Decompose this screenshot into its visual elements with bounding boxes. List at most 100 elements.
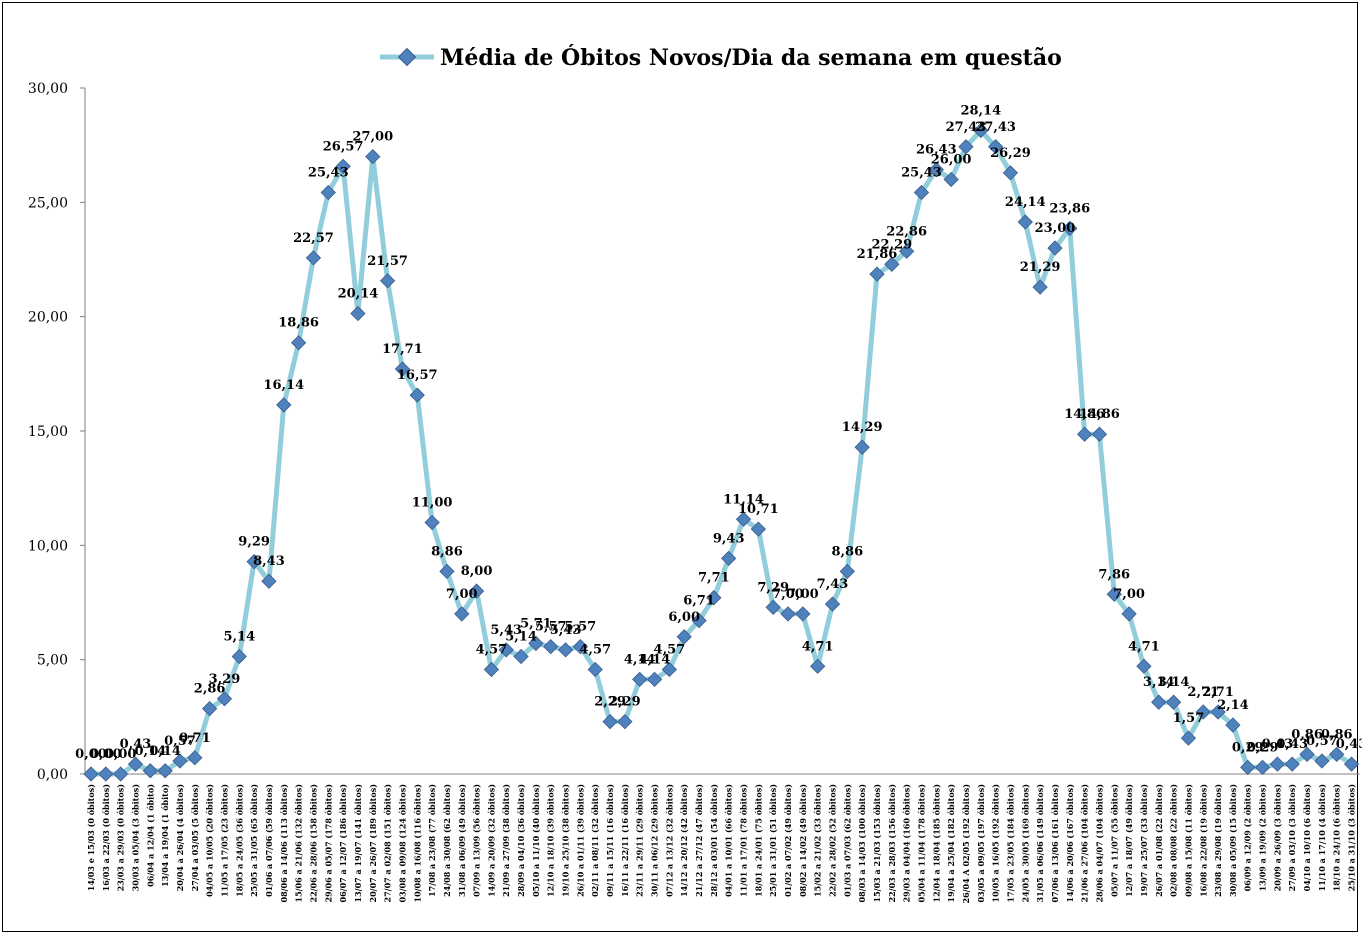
data-label: 28,14 bbox=[960, 104, 1001, 119]
data-point-marker bbox=[468, 583, 485, 599]
data-label: 4,57 bbox=[476, 642, 508, 657]
data-label: 0,29 bbox=[1247, 740, 1279, 755]
data-label: 2,86 bbox=[194, 682, 226, 697]
x-tick-label: 10/08 a 16/08 (116 óbitos) bbox=[412, 784, 422, 903]
data-point-marker bbox=[1062, 220, 1078, 237]
data-label: 8,86 bbox=[431, 544, 463, 559]
data-label: 22,86 bbox=[886, 224, 927, 239]
data-label: 3,29 bbox=[209, 672, 241, 687]
y-tick-label: 20,00 bbox=[28, 310, 68, 326]
data-point-marker bbox=[1343, 756, 1360, 772]
data-label: 7,86 bbox=[1098, 567, 1130, 582]
data-label: 4,57 bbox=[654, 642, 686, 657]
data-label: 0,86 bbox=[1321, 727, 1353, 742]
x-tick-label: 20/09 a 26/09 (3 óbitos) bbox=[1272, 784, 1282, 892]
data-point-marker bbox=[276, 397, 292, 413]
data-label: 2,71 bbox=[1187, 685, 1219, 700]
data-point-marker bbox=[1225, 717, 1241, 733]
data-label: 2,29 bbox=[609, 695, 641, 710]
data-point-marker bbox=[632, 671, 648, 687]
data-label: 23,00 bbox=[1035, 221, 1076, 236]
data-point-marker bbox=[1076, 426, 1093, 442]
data-label: 7,71 bbox=[698, 571, 730, 586]
data-label: 16,14 bbox=[263, 378, 304, 393]
series-line bbox=[91, 128, 1353, 777]
x-tick-label: 02/11 a 08/11 (32 óbitos) bbox=[590, 784, 600, 897]
data-label: 4,14 bbox=[624, 652, 656, 667]
data-point-marker bbox=[854, 439, 870, 455]
data-label: 5,43 bbox=[550, 623, 582, 638]
data-point-marker bbox=[1121, 606, 1137, 622]
x-tick-label: 15/02 a 21/02 (33 óbitos) bbox=[813, 784, 823, 897]
data-label: 8,00 bbox=[461, 564, 493, 579]
data-point-marker bbox=[987, 139, 1004, 155]
x-tick-label: 14/12 a 20/12 (42 óbitos) bbox=[679, 784, 689, 897]
x-tick-label: 04/01 a 10/01 (66 óbitos) bbox=[724, 784, 734, 897]
x-tick-label: 21/06 a 27/06 (104 óbitos) bbox=[1080, 784, 1090, 903]
data-label: 5,14 bbox=[223, 629, 255, 644]
data-label: 3,14 bbox=[1143, 675, 1175, 690]
x-tick-label: 05/07 a 11/07 (55 óbitos) bbox=[1109, 784, 1119, 897]
x-tick-label: 12/10 a 18/10 (39 óbitos) bbox=[546, 784, 556, 897]
data-point-marker bbox=[127, 756, 144, 772]
x-tick-label: 06/04 a 12/04 (1 óbito) bbox=[145, 784, 155, 887]
x-tick-label: 13/09 a 19/09 (2 óbitos) bbox=[1258, 784, 1268, 892]
data-point-marker bbox=[958, 139, 974, 155]
data-point-marker bbox=[98, 766, 114, 782]
x-tick-label: 15/06 a 21/06 (132 óbitos) bbox=[294, 784, 304, 903]
data-label: 14,86 bbox=[1079, 407, 1120, 422]
x-tick-label: 14/09 a 20/09 (32 óbitos) bbox=[486, 784, 496, 897]
x-tick-label: 10/05 a 16/05 (192 óbitos) bbox=[991, 784, 1001, 903]
data-label: 21,29 bbox=[1020, 260, 1061, 275]
x-tick-label: 07/12 a 13/12 (32 óbitos) bbox=[664, 784, 674, 897]
data-point-marker bbox=[928, 161, 944, 178]
x-tick-label: 11/05 a 17/05 (23 óbitos) bbox=[219, 784, 229, 897]
data-label: 0,00 bbox=[90, 747, 122, 762]
x-tick-label: 25/05 a 31/05 (65 óbitos) bbox=[249, 784, 259, 897]
data-point-marker bbox=[261, 573, 277, 589]
data-label: 0,29 bbox=[1232, 740, 1264, 755]
x-tick-label: 30/03 a 05/04 (3 óbitos) bbox=[130, 784, 140, 892]
data-label: 5,14 bbox=[505, 629, 537, 644]
y-tick-label: 30,00 bbox=[28, 81, 68, 97]
data-label: 14,86 bbox=[1064, 407, 1105, 422]
data-label: 16,57 bbox=[397, 368, 438, 383]
data-label: 25,43 bbox=[901, 166, 942, 181]
x-tick-label: 15/03 a 21/03 (153 óbitos) bbox=[872, 784, 882, 903]
x-tick-label: 11/01 a 17/01 (78 óbitos) bbox=[739, 784, 749, 897]
x-tick-label: 21/12 a 27/12 (47 óbitos) bbox=[694, 784, 704, 897]
data-point-marker bbox=[1032, 279, 1048, 295]
legend-series-name: Média de Óbitos Novos/Dia da semana em q… bbox=[440, 44, 1062, 71]
y-tick-label: 5,00 bbox=[37, 653, 68, 669]
data-point-marker bbox=[1195, 704, 1211, 720]
data-label: 18,86 bbox=[278, 316, 319, 331]
x-tick-label: 22/03 a 28/03 (156 óbitos) bbox=[887, 784, 897, 903]
data-label: 7,00 bbox=[446, 587, 478, 602]
data-label: 27,43 bbox=[946, 120, 987, 135]
data-point-marker bbox=[172, 753, 188, 769]
data-point-marker bbox=[424, 514, 440, 531]
x-tick-label: 31/08 a 06/09 (49 óbitos) bbox=[457, 784, 467, 897]
data-label: 2,29 bbox=[594, 695, 626, 710]
data-label: 8,43 bbox=[253, 554, 285, 569]
data-point-marker bbox=[795, 606, 811, 622]
data-label: 5,71 bbox=[520, 616, 552, 631]
x-tick-label: 05/04 a 11/04 (178 óbitos) bbox=[916, 784, 926, 903]
data-label: 0,43 bbox=[1276, 737, 1308, 752]
x-tick-label: 01/06 a 07/06 (59 óbitos) bbox=[264, 784, 274, 897]
data-label: 26,00 bbox=[931, 152, 972, 167]
data-label: 27,00 bbox=[352, 130, 393, 145]
data-label: 4,71 bbox=[802, 639, 834, 654]
data-point-marker bbox=[810, 658, 826, 674]
data-point-marker bbox=[335, 158, 351, 175]
x-tick-label: 19/10 a 25/10 (38 óbitos) bbox=[561, 784, 571, 897]
data-label: 11,14 bbox=[723, 492, 764, 507]
x-tick-label: 06/09 a 12/09 (2 óbitos) bbox=[1243, 784, 1253, 892]
x-tick-label: 16/11 a 22/11 (16 óbitos) bbox=[620, 784, 630, 897]
data-label: 6,71 bbox=[683, 594, 715, 609]
data-point-marker bbox=[572, 638, 589, 655]
data-point-marker bbox=[83, 766, 99, 782]
x-tick-label: 24/05 a 30/05 (169 óbitos) bbox=[1020, 784, 1030, 903]
data-point-marker bbox=[617, 713, 633, 730]
